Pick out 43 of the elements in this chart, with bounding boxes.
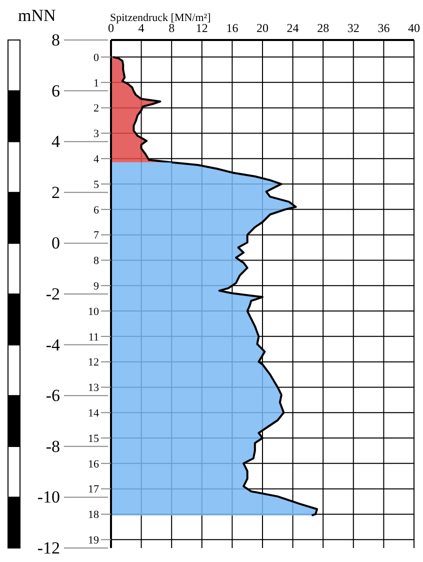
y-tick-label: 4	[94, 154, 100, 166]
y2-tick-label: -6	[46, 386, 60, 406]
y2-axis-title: mNN	[18, 6, 56, 26]
x-tick-label: 12	[196, 21, 208, 35]
y2-tick-label: -12	[37, 538, 60, 558]
y-tick-label: 18	[88, 509, 100, 522]
y-tick-label: 11	[88, 331, 99, 344]
y-tick-label: 0	[94, 52, 100, 64]
y-tick-label: 19	[88, 534, 100, 547]
y-tick-label: 7	[94, 230, 100, 242]
y-tick-label: 9	[94, 280, 100, 293]
y-tick-label: 3	[94, 128, 100, 140]
y-tick-label: 1	[94, 77, 99, 90]
y-tick-label: 6	[94, 204, 100, 216]
y-tick-label: 12	[88, 356, 99, 369]
y-tick-label: 10	[88, 306, 100, 318]
y2-tick-label: 2	[52, 182, 60, 202]
x-tick-label: 40	[408, 21, 420, 35]
x-tick-label: 32	[347, 21, 360, 35]
x-tick-label: 8	[168, 21, 175, 35]
y-tick-label: 17	[88, 484, 100, 496]
x-tick-label: 28	[317, 21, 330, 35]
y2-tick-label: -4	[46, 335, 60, 354]
y2-tick-label: 4	[52, 132, 60, 152]
x-tick-label: 16	[226, 21, 238, 35]
y2-tick-label: -10	[37, 488, 60, 507]
y2-tick-label: -8	[46, 436, 60, 456]
y-tick-label: 16	[88, 458, 100, 470]
y2-tick-label: -2	[46, 284, 60, 304]
y2-tick-label: 6	[52, 81, 60, 100]
x-tick-label: 24	[286, 21, 299, 35]
y-tick-label: 13	[88, 382, 100, 394]
y-tick-label: 8	[94, 255, 100, 268]
x-axis-title: Spitzendruck [MN/m²]	[110, 12, 211, 24]
y-tick-label: 14	[88, 408, 100, 420]
x-tick-label: 0	[108, 21, 114, 35]
y-tick-label: 2	[94, 102, 99, 115]
x-tick-label: 4	[138, 21, 144, 35]
y-tick-label: 5	[94, 178, 100, 191]
x-tick-label: 20	[256, 21, 268, 35]
y2-tick-label: 0	[52, 234, 60, 253]
x-tick-label: 36	[378, 21, 390, 35]
y-tick-label: 15	[88, 432, 100, 445]
